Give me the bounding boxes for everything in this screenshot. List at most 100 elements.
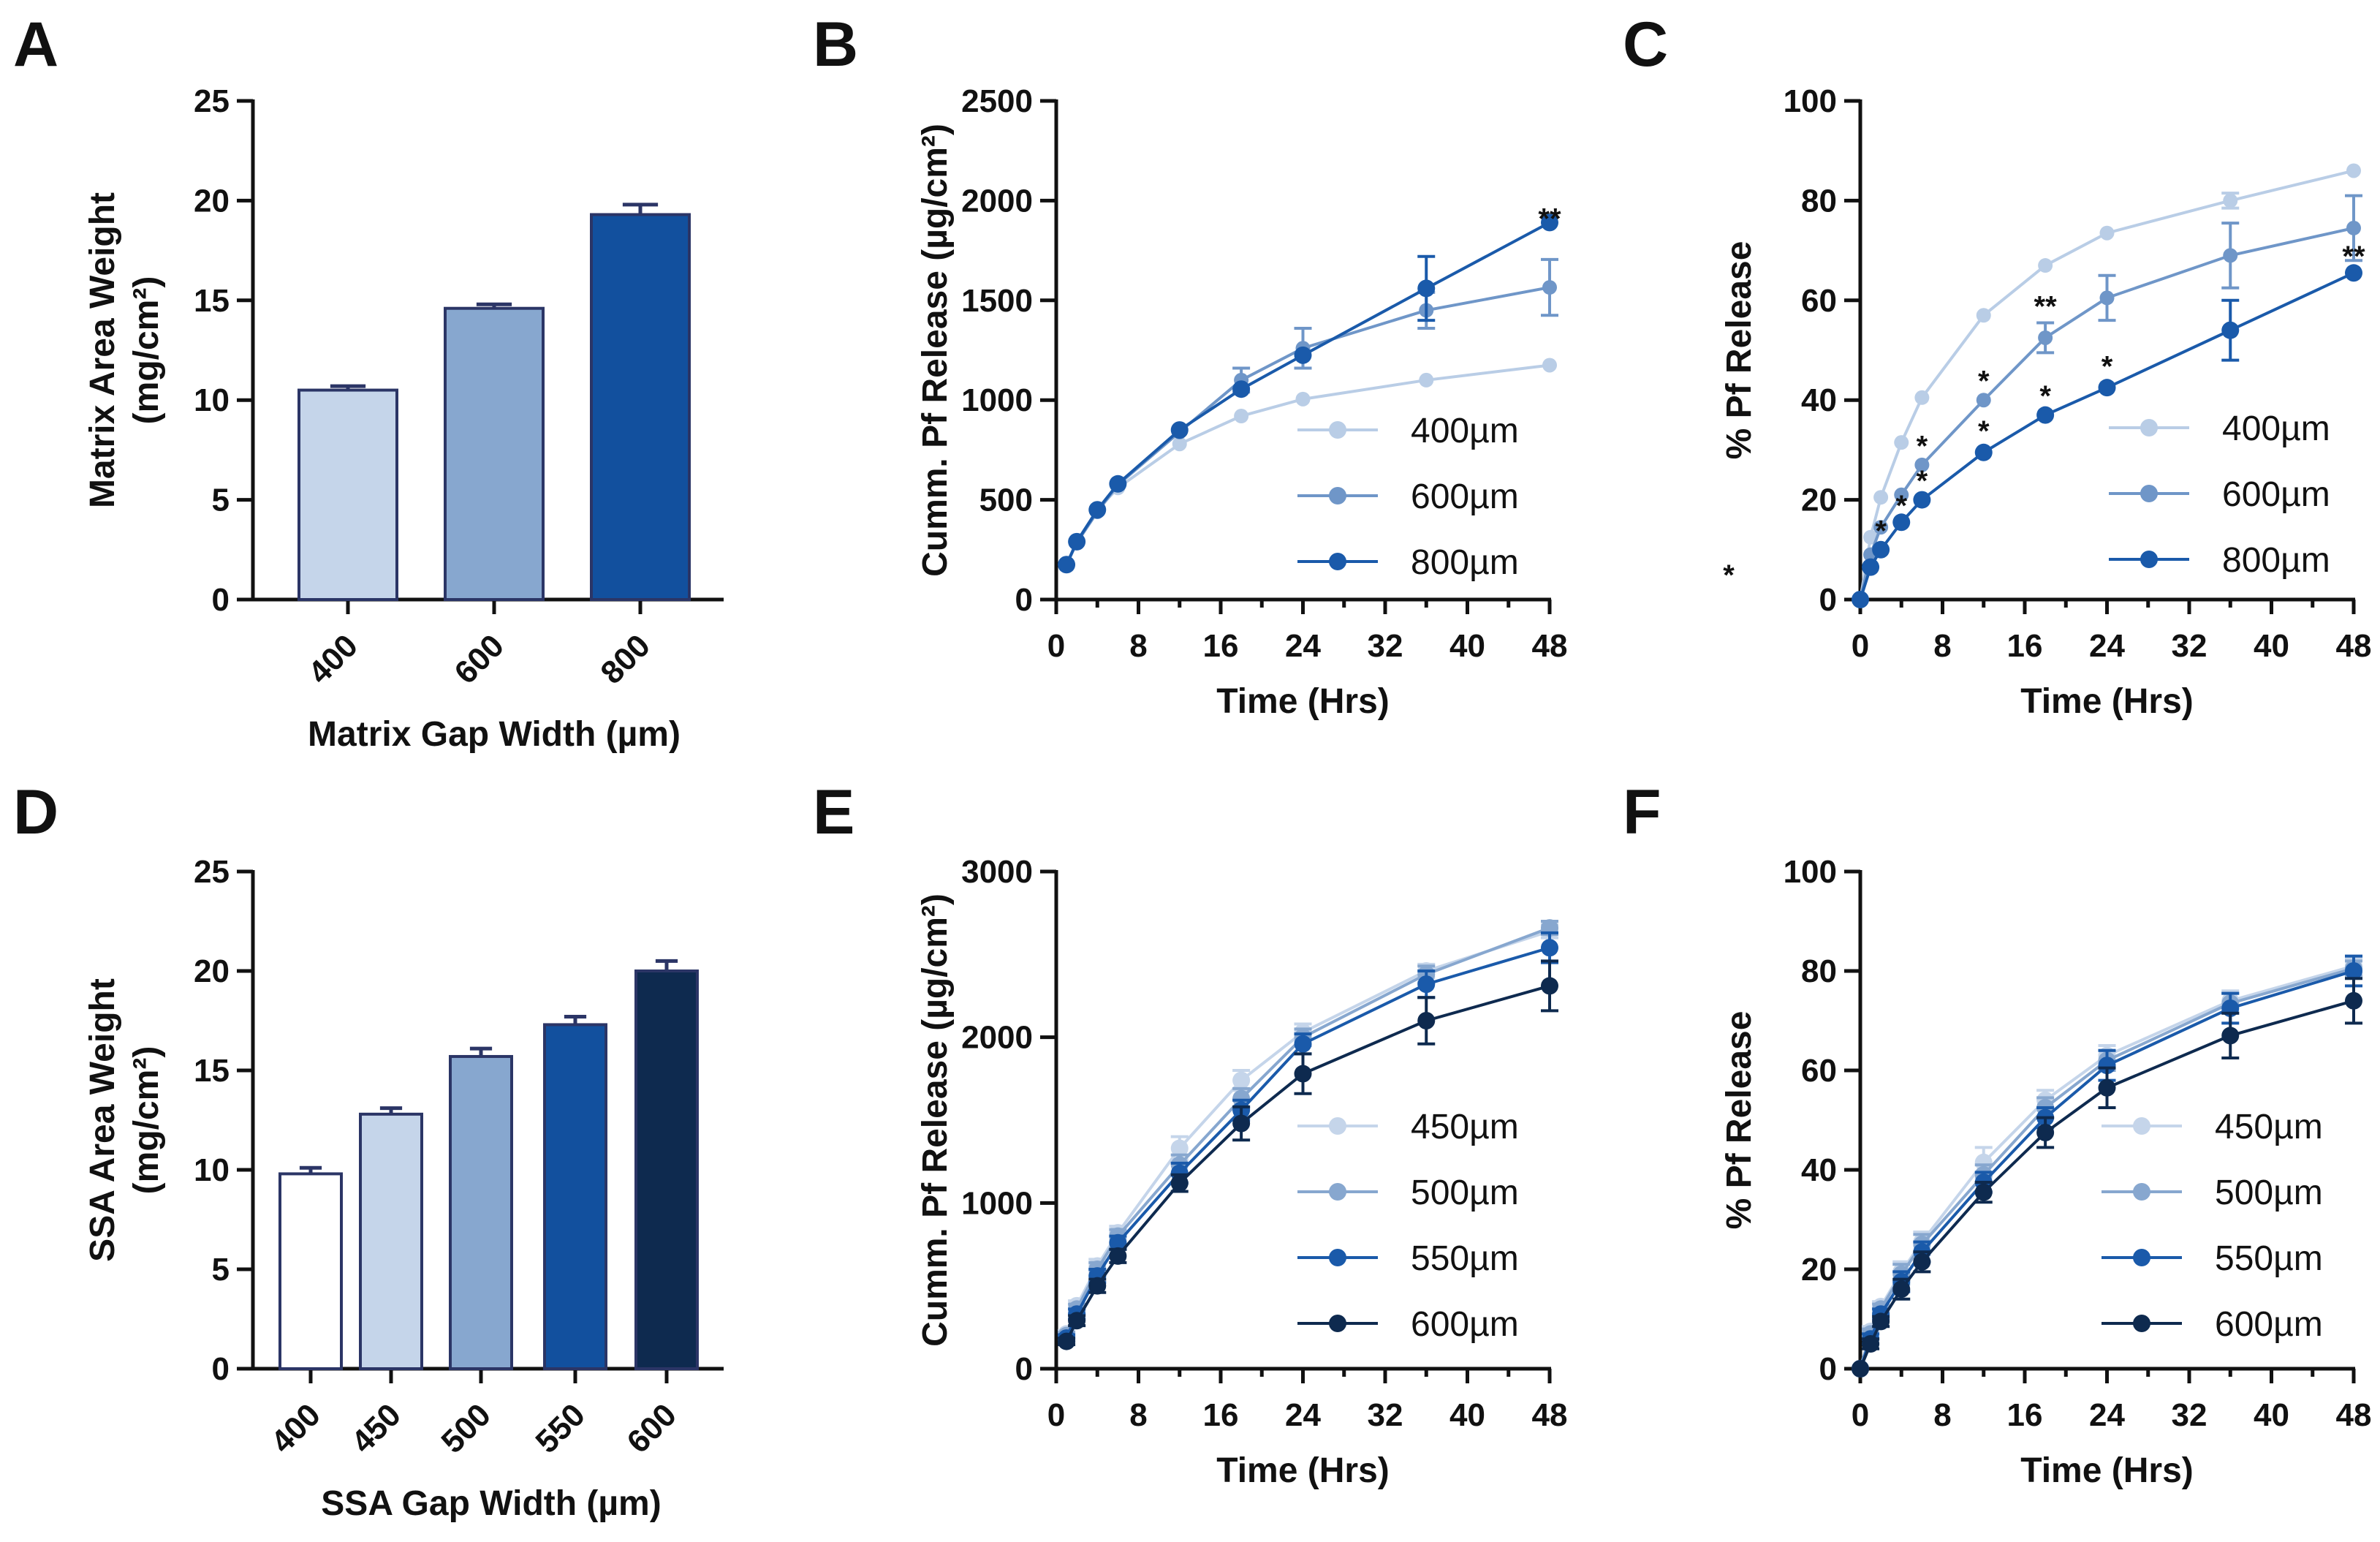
data-point xyxy=(1541,939,1558,957)
bar xyxy=(278,1172,343,1370)
data-point xyxy=(1542,358,1557,373)
y-tick-label: 0 xyxy=(1819,582,1837,618)
data-point xyxy=(2346,220,2361,235)
y-axis-label: % Pf Release xyxy=(1720,1011,1759,1230)
x-tick-label: 48 xyxy=(1532,1397,1568,1433)
y-axis-label: Cumm. Pf Release (µg/cm²) xyxy=(916,893,955,1347)
x-tick-label: 8 xyxy=(1933,628,1951,664)
panel-label: B xyxy=(813,10,858,80)
y-tick-label: 80 xyxy=(1801,183,1837,219)
legend-item: 550µm xyxy=(1297,1239,1519,1278)
y-tick-label: 25 xyxy=(194,83,230,119)
legend-item: 600µm xyxy=(2102,1305,2323,1344)
y-tick-label: 10 xyxy=(194,1152,230,1188)
data-point xyxy=(2221,321,2240,339)
panel-label: F xyxy=(1623,777,1661,847)
x-axis-label: SSA Gap Width (µm) xyxy=(321,1484,661,1523)
bar xyxy=(449,1054,513,1370)
panel-d: D 0 5 10 15 20 25 400 450 500 550 600 SSA Gap Width … xyxy=(13,777,724,1523)
y-tick-label: 20 xyxy=(194,953,230,989)
x-tick-label: 600 xyxy=(447,627,511,691)
x-tick-label: 0 xyxy=(1047,628,1065,664)
x-tick-label: 24 xyxy=(2089,628,2125,664)
series-800m xyxy=(1058,213,1558,574)
x-tick-label: 16 xyxy=(1203,1397,1239,1433)
data-point xyxy=(1894,487,1909,502)
data-point xyxy=(1170,421,1189,439)
legend-item: 600µm xyxy=(1297,1305,1519,1344)
data-point xyxy=(1232,1114,1251,1133)
data-point xyxy=(1068,532,1086,551)
legend-label: 800µm xyxy=(2222,541,2330,580)
legend-item: 400µm xyxy=(2109,409,2330,448)
data-point xyxy=(2098,1078,2116,1097)
legend-label: 450µm xyxy=(2215,1108,2323,1146)
series-line xyxy=(1859,226,2354,600)
data-point xyxy=(2223,193,2238,208)
legend-item: 550µm xyxy=(2102,1239,2323,1278)
data-point xyxy=(1109,475,1127,493)
data-point xyxy=(1088,501,1107,519)
x-tick-label: 48 xyxy=(2336,1397,2372,1433)
side-mark: * xyxy=(1723,559,1735,592)
significance-mark: ** xyxy=(1538,203,1561,235)
y-axis-label-unit: (mg/cm²) xyxy=(127,1046,166,1195)
panel-e: E 0 1000 2000 3000 0 8 16 24 32 40 48 Time (Hrs) Cumm… xyxy=(813,777,1567,1490)
legend-label: 550µm xyxy=(1411,1239,1519,1278)
y-tick-label: 1000 xyxy=(961,382,1033,418)
y-tick-label: 40 xyxy=(1801,382,1837,418)
data-point xyxy=(1234,409,1249,424)
y-tick-label: 25 xyxy=(194,854,230,890)
y-tick-label: 2500 xyxy=(961,83,1033,119)
significance-mark: * xyxy=(1917,465,1928,497)
series-line xyxy=(1859,169,2354,600)
panel-label: C xyxy=(1623,10,1668,80)
data-point xyxy=(2221,1027,2240,1045)
x-tick-label: 0 xyxy=(1852,628,1869,664)
data-point xyxy=(1232,1071,1251,1089)
legend-label: 400µm xyxy=(1411,412,1519,450)
data-point xyxy=(1976,308,1991,323)
data-point xyxy=(1873,490,1889,505)
data-point xyxy=(2345,991,2362,1010)
data-point xyxy=(2038,330,2053,345)
legend-label: 450µm xyxy=(1411,1108,1519,1146)
legend-item: 600µm xyxy=(1297,477,1519,516)
data-point xyxy=(1914,390,1930,405)
x-tick-label: 500 xyxy=(434,1397,498,1460)
data-point xyxy=(1232,380,1251,398)
legend-marker xyxy=(1329,1183,1346,1201)
y-tick-label: 0 xyxy=(1819,1351,1837,1387)
legend-item: 500µm xyxy=(2102,1173,2323,1212)
y-tick-label: 0 xyxy=(212,1351,230,1387)
y-tick-label: 40 xyxy=(1801,1152,1837,1188)
data-point xyxy=(1892,513,1911,532)
data-point xyxy=(2036,1124,2055,1141)
y-tick-label: 1500 xyxy=(961,283,1033,319)
data-point xyxy=(1058,556,1076,574)
data-point xyxy=(1170,1139,1189,1157)
y-tick-label: 20 xyxy=(1801,1252,1837,1288)
y-tick-label: 2000 xyxy=(961,183,1033,219)
y-axis-label: Matrix Area Weight xyxy=(83,192,122,508)
axes xyxy=(1844,99,2356,614)
data-point xyxy=(1913,491,1931,509)
axes xyxy=(1040,869,1552,1383)
y-tick-label: 80 xyxy=(1801,953,1837,989)
significance-mark: ** xyxy=(2342,241,2365,273)
y-tick-label: 100 xyxy=(1784,854,1837,890)
legend-item: 800µm xyxy=(1297,543,1519,582)
data-point xyxy=(2098,379,2116,397)
data-point xyxy=(1852,1360,1869,1377)
legend-label: 400µm xyxy=(2222,409,2330,448)
y-tick-label: 60 xyxy=(1801,283,1837,319)
data-point xyxy=(2099,225,2115,241)
series-400m xyxy=(1853,163,2361,607)
x-tick-label: 8 xyxy=(1933,1397,1951,1433)
legend-marker xyxy=(2133,1117,2150,1135)
data-point xyxy=(1541,977,1558,995)
y-tick-label: 5 xyxy=(212,483,230,518)
series-line xyxy=(1859,271,2354,600)
x-tick-label: 0 xyxy=(1852,1397,1869,1433)
x-tick-label: 40 xyxy=(1449,1397,1485,1433)
